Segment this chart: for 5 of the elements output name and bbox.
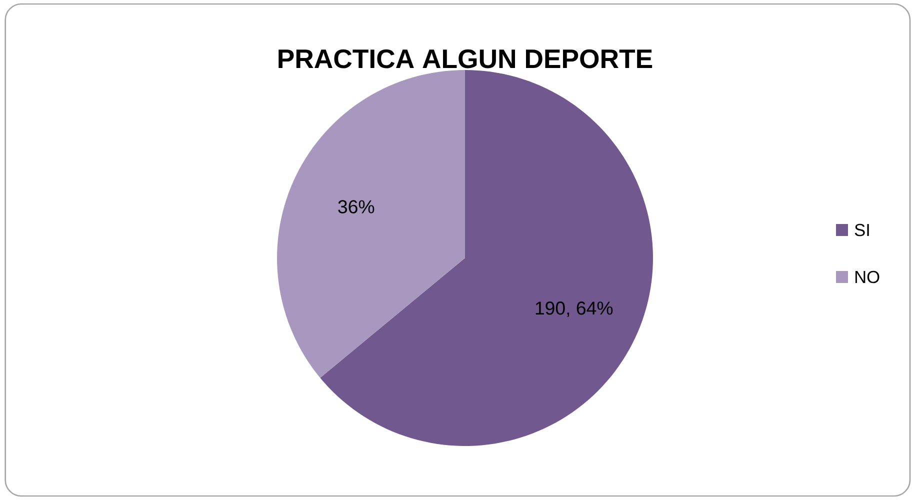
data-label: 36% <box>338 200 374 214</box>
legend-label: NO <box>855 270 880 284</box>
legend-label: SI <box>854 224 869 236</box>
data-label: 190, 64% <box>536 302 613 317</box>
chart-title: PRACTICA ALGUN DEPORTE <box>278 49 652 68</box>
